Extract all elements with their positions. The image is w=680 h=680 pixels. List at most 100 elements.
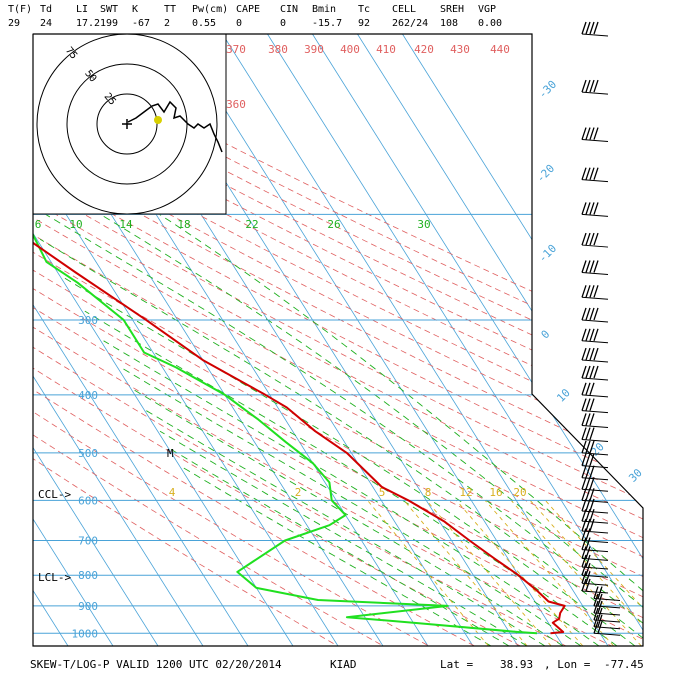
dry-adiabat-line bbox=[33, 34, 643, 646]
moist-adiabat-line bbox=[145, 410, 546, 646]
theta-label: 440 bbox=[490, 43, 510, 56]
isotherm-line bbox=[33, 34, 159, 646]
dry-adiabat-line bbox=[33, 34, 521, 646]
plot-border bbox=[32, 33, 644, 647]
wind-barb bbox=[581, 328, 609, 344]
mixing-ratio-label: 2 bbox=[295, 486, 302, 499]
wind-barb bbox=[581, 285, 609, 300]
sounding-indices-header: T(F) 29 Td 24 LI 17.2 SWT 199 K -67 TT 2 Pw(cm) 0.55 C… bbox=[0, 0, 680, 32]
isotherm-label: -10 bbox=[536, 242, 559, 265]
isotherm-line bbox=[33, 34, 114, 646]
level-marker: M bbox=[167, 447, 174, 460]
index-label: VGP bbox=[478, 4, 497, 15]
mixing-ratio-line bbox=[426, 500, 552, 646]
isotherm-label: 30 bbox=[626, 466, 645, 485]
moist-adiabat-line bbox=[100, 214, 643, 646]
wind-barb bbox=[581, 21, 609, 37]
moist-adiabat-line bbox=[159, 214, 643, 646]
wind-barb bbox=[581, 453, 609, 469]
wind-barb bbox=[581, 382, 609, 398]
pressure-label: 900 bbox=[78, 600, 98, 613]
wind-barb bbox=[593, 593, 621, 609]
isotherm-line bbox=[33, 34, 249, 646]
mixing-ratio-line bbox=[544, 499, 643, 646]
moist-adiabat-line bbox=[167, 447, 510, 646]
index-label: Bmin bbox=[312, 4, 337, 15]
theta-label: 390 bbox=[304, 43, 324, 56]
dry-adiabat-line bbox=[33, 34, 643, 646]
theta-label: 420 bbox=[414, 43, 434, 56]
longitude-value: -77.45 bbox=[604, 658, 644, 671]
dry-adiabat-line bbox=[33, 34, 643, 646]
moist-adiabat-line bbox=[39, 238, 643, 646]
level-marker: LCL-> bbox=[38, 571, 71, 584]
pressure-label: 1000 bbox=[72, 627, 99, 640]
pressure-label: 400 bbox=[78, 389, 98, 402]
index-value: 29 bbox=[8, 18, 21, 29]
moist-adiabat-line bbox=[179, 465, 492, 646]
theta-e-label: 6 bbox=[35, 218, 42, 231]
pressure-label: 800 bbox=[78, 569, 98, 582]
storm-motion-dot bbox=[154, 116, 162, 124]
isotherm-label: 0 bbox=[539, 328, 553, 342]
theta-label: 380 bbox=[268, 43, 288, 56]
isotherm-line bbox=[0, 34, 23, 646]
isotherm-label: -20 bbox=[534, 162, 557, 185]
theta-e-label: 22 bbox=[245, 218, 258, 231]
hodograph-ring bbox=[96, 93, 158, 155]
theta-e-label: 30 bbox=[417, 218, 430, 231]
dry-adiabat-line bbox=[33, 34, 643, 646]
wind-barb bbox=[581, 413, 609, 428]
theta-e-label: 26 bbox=[327, 218, 340, 231]
index-label: K bbox=[132, 4, 139, 15]
theta-e-label: 18 bbox=[177, 218, 190, 231]
isotherm-line bbox=[177, 34, 564, 646]
isotherm-label: 10 bbox=[554, 386, 573, 405]
dry-adiabat-line bbox=[33, 34, 643, 646]
isotherm-line bbox=[357, 34, 643, 646]
theta-label: 410 bbox=[376, 43, 396, 56]
index-value: 2 bbox=[164, 18, 171, 29]
wind-barb bbox=[581, 537, 609, 553]
wind-barb bbox=[581, 307, 609, 323]
index-value: 24 bbox=[40, 18, 53, 29]
dewpoint-profile-line bbox=[33, 34, 538, 635]
isotherm-line bbox=[33, 34, 339, 646]
mixing-ratio-label: 4 bbox=[169, 486, 176, 499]
mixing-ratio-label: 5 bbox=[379, 486, 386, 499]
wind-barb bbox=[581, 578, 609, 594]
index-label: Tc bbox=[358, 4, 371, 15]
mixing-ratio-label: 8 bbox=[425, 486, 432, 499]
pressure-label: 600 bbox=[78, 494, 98, 507]
dry-adiabat-line bbox=[33, 34, 643, 646]
pressure-label: 700 bbox=[78, 534, 98, 547]
longitude-label: , Lon = bbox=[544, 658, 591, 671]
wind-barb bbox=[581, 563, 609, 578]
mixing-ratio-line bbox=[455, 500, 584, 646]
wind-barb bbox=[581, 365, 609, 381]
index-label: Td bbox=[40, 4, 53, 15]
index-label: LI bbox=[76, 4, 89, 15]
isotherm-label: -30 bbox=[536, 78, 559, 101]
wind-barb bbox=[593, 586, 621, 602]
wind-barb bbox=[581, 232, 609, 248]
latitude-label: Lat = bbox=[440, 658, 474, 671]
theta-label: 360 bbox=[226, 98, 246, 111]
theta-e-label: 14 bbox=[119, 218, 133, 231]
wind-barb bbox=[581, 347, 609, 363]
isotherm-line bbox=[33, 34, 294, 646]
dry-adiabat-line bbox=[33, 34, 643, 646]
dry-adiabat-line bbox=[33, 34, 430, 646]
chart-title: SKEW-T/LOG-P VALID 1200 UTC 02/20/2014 bbox=[30, 658, 282, 671]
theta-e-label: 10 bbox=[69, 218, 82, 231]
isotherm-line bbox=[402, 34, 643, 646]
isotherm-line bbox=[312, 34, 643, 646]
mixing-ratio-line bbox=[403, 500, 528, 646]
wind-barb bbox=[581, 528, 609, 543]
theta-label: 430 bbox=[450, 43, 470, 56]
index-label: CIN bbox=[280, 4, 299, 15]
wind-barb bbox=[581, 127, 609, 143]
index-value: 0.00 bbox=[478, 18, 503, 29]
